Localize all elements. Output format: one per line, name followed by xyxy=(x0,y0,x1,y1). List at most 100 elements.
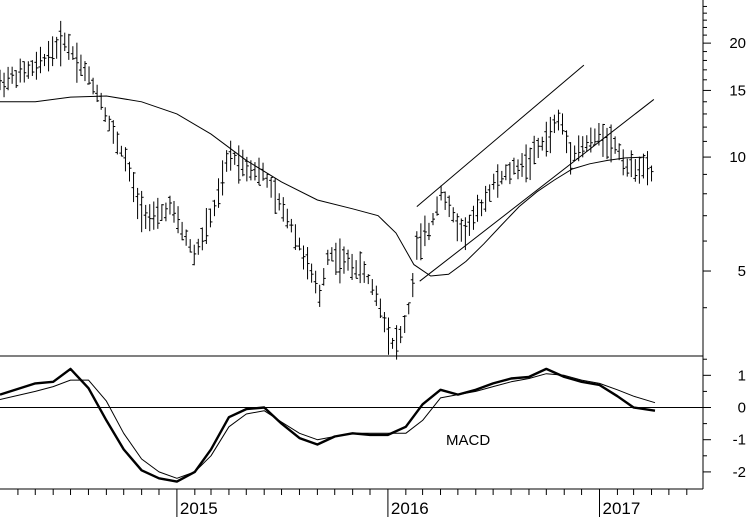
price-bar xyxy=(224,150,229,172)
price-bar xyxy=(10,66,15,84)
price-bar xyxy=(333,242,338,275)
price-bar xyxy=(463,217,468,251)
moving-average-line xyxy=(0,95,645,277)
price-bar xyxy=(321,268,326,286)
price-bar xyxy=(337,238,342,284)
price-bar xyxy=(499,170,504,185)
price-bar xyxy=(491,173,496,190)
price-bar xyxy=(382,312,387,333)
price-bar xyxy=(297,237,302,251)
price-bar xyxy=(544,121,549,157)
price-bar xyxy=(220,160,225,196)
price-bar xyxy=(277,193,282,211)
price-bar xyxy=(87,66,92,85)
price-bar xyxy=(637,156,642,184)
price-bar xyxy=(629,150,634,178)
price-bar xyxy=(422,215,427,247)
price-trendlines xyxy=(416,64,655,282)
time-axis: 2015 2016 2017 xyxy=(0,488,703,518)
price-bar xyxy=(66,33,71,60)
price-bar xyxy=(370,279,375,296)
macd-tick-label: -2 xyxy=(733,464,746,481)
price-bar xyxy=(645,151,650,186)
price-bar xyxy=(475,194,480,222)
macd-lines xyxy=(0,367,656,483)
price-bar xyxy=(265,173,270,188)
price-bar xyxy=(139,190,144,233)
price-bar xyxy=(103,107,108,122)
price-bar xyxy=(447,195,452,218)
price-bar xyxy=(350,253,355,280)
price-bar xyxy=(568,142,573,175)
price-bar xyxy=(54,36,59,59)
price-bar xyxy=(605,127,610,160)
price-bar xyxy=(196,238,201,255)
price-bar xyxy=(564,130,569,154)
price-bar xyxy=(91,77,96,95)
macd-line xyxy=(0,367,656,483)
price-bars xyxy=(0,20,654,360)
price-bar xyxy=(378,298,383,319)
price-bar xyxy=(228,140,233,171)
price-bar xyxy=(431,212,436,226)
price-bar xyxy=(240,149,245,177)
price-bar xyxy=(285,208,290,229)
price-bar xyxy=(524,144,529,183)
price-bar xyxy=(532,135,537,165)
price-bar xyxy=(115,131,120,155)
y-tick-label: 5 xyxy=(738,263,746,280)
price-bar xyxy=(483,185,488,212)
price-bar xyxy=(62,32,67,52)
price-bar xyxy=(78,54,83,76)
price-bar xyxy=(70,46,75,60)
price-bar xyxy=(200,227,205,251)
price-bar xyxy=(155,197,160,229)
price-bar xyxy=(487,184,492,202)
price-bar xyxy=(341,246,346,274)
price-bar xyxy=(317,284,322,307)
price-bar xyxy=(528,147,533,181)
price-bar xyxy=(362,261,367,283)
price-bar xyxy=(366,274,371,285)
price-bar xyxy=(467,214,472,236)
price-bar xyxy=(159,204,164,221)
price-bar xyxy=(188,239,193,253)
price-bar xyxy=(649,165,654,182)
price-bar xyxy=(127,161,132,182)
price-bar xyxy=(232,152,237,165)
price-bar xyxy=(309,263,314,283)
price-bar xyxy=(269,176,274,198)
price-bar xyxy=(99,92,104,110)
price-bar xyxy=(507,162,512,185)
price-bar xyxy=(410,273,415,298)
price-bar xyxy=(443,191,448,210)
macd-tick-label: 0 xyxy=(738,400,746,417)
x-tick-label: 2017 xyxy=(603,499,641,518)
price-bar xyxy=(236,145,241,184)
price-bar xyxy=(293,224,298,250)
price-bar xyxy=(609,124,614,163)
price-bar xyxy=(592,128,597,146)
price-bar xyxy=(402,315,407,333)
price-bar xyxy=(511,157,516,175)
price-bar xyxy=(346,249,351,271)
y-tick-label: 20 xyxy=(729,35,746,52)
price-bar xyxy=(107,115,112,132)
price-bar xyxy=(625,158,630,177)
y-tick-label: 15 xyxy=(729,82,746,99)
price-bar xyxy=(301,245,306,270)
price-bar xyxy=(34,51,39,80)
price-bar xyxy=(414,231,419,260)
x-tick-label: 2015 xyxy=(180,499,218,518)
price-bar xyxy=(548,116,553,154)
price-bar xyxy=(176,206,181,234)
price-bar xyxy=(131,172,136,203)
x-tick-label: 2016 xyxy=(391,499,429,518)
price-bar xyxy=(435,196,440,216)
price-bar xyxy=(641,153,646,179)
price-bar xyxy=(208,208,213,228)
price-bar xyxy=(192,244,197,266)
price-bar xyxy=(398,326,403,344)
price-bar xyxy=(46,40,51,72)
